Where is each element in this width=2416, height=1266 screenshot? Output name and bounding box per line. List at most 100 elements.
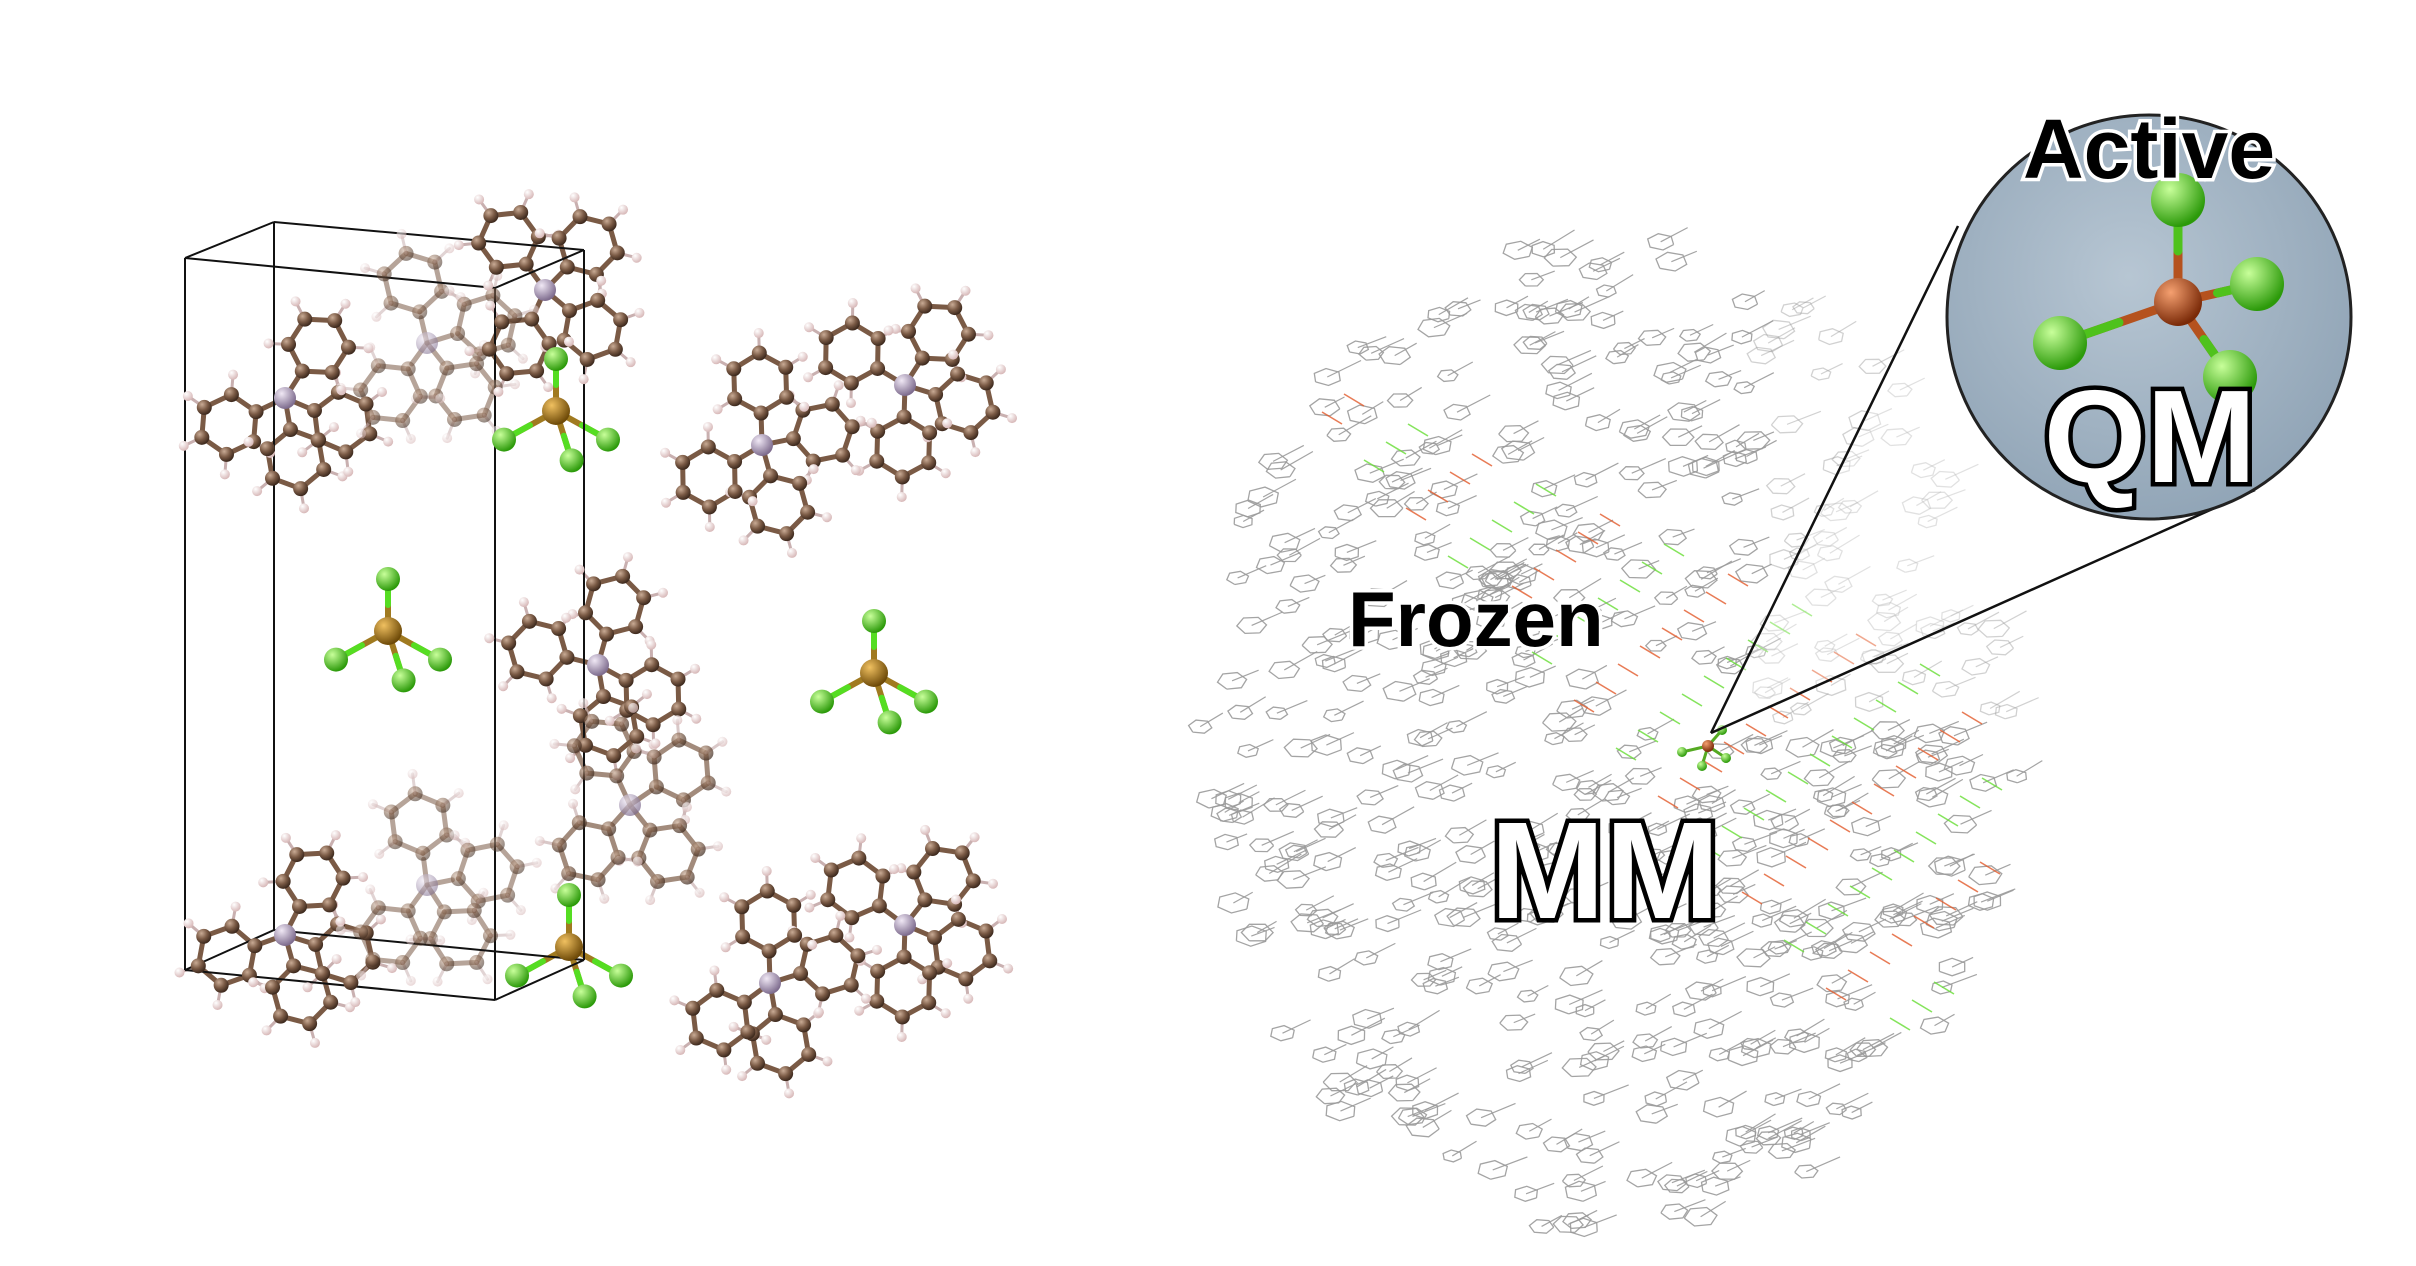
mm-bond	[1363, 620, 1389, 635]
mm-bond	[1370, 338, 1405, 354]
carbon-atom	[439, 827, 455, 843]
carbon-atom	[460, 842, 476, 858]
mm-molecule-wireframe	[1575, 1147, 1604, 1164]
hydrogen-atom	[728, 1021, 739, 1032]
carbon-atom	[779, 389, 795, 405]
mm-anion-stripe	[1703, 675, 1725, 689]
mm-molecule-wireframe	[1235, 616, 1268, 635]
carbon-atom	[698, 745, 714, 761]
carbon-atom	[376, 266, 392, 282]
mm-molecule-wireframe	[1979, 701, 2001, 716]
mm-bond	[1464, 585, 1496, 604]
carbon-atom	[843, 977, 859, 993]
mm-bond	[1858, 423, 1889, 438]
mm-bond	[1904, 905, 1939, 920]
mm-bond	[1802, 729, 1834, 748]
mm-bond	[1293, 839, 1318, 853]
mm-molecule-wireframe	[1498, 424, 1530, 443]
mm-molecule-wireframe	[1511, 652, 1536, 668]
mm-molecule-wireframe	[1913, 723, 1946, 744]
hydrogen-atom	[280, 832, 291, 843]
hydrogen-atom	[738, 535, 749, 546]
phosphorus-atom	[416, 874, 438, 896]
mm-molecule-wireframe	[1818, 328, 1844, 346]
mm-molecule-wireframe	[1745, 644, 1768, 659]
hydrogen-atom	[860, 993, 871, 1004]
mm-bond	[1837, 984, 1873, 1000]
mm-bond	[1424, 1092, 1459, 1111]
mm-bond	[1528, 300, 1549, 313]
carbon-atom	[615, 568, 631, 584]
mm-anion-stripe	[1705, 591, 1727, 605]
hydrogen-atom	[883, 325, 894, 336]
hydrogen-atom	[856, 833, 867, 844]
mm-bond	[1732, 883, 1756, 895]
mm-bond	[1885, 735, 1913, 752]
mm-molecule-wireframe	[1413, 730, 1443, 748]
mm-molecule-wireframe	[1477, 1159, 1509, 1180]
mm-bond	[1284, 527, 1316, 544]
mm-molecule-wireframe	[1794, 1164, 1819, 1179]
mm-bond	[1385, 846, 1419, 861]
mm-molecule-wireframe	[1880, 735, 1907, 753]
carbon-atom	[335, 870, 351, 886]
mm-molecule-wireframe	[1417, 317, 1451, 338]
mm-bond	[1388, 858, 1418, 873]
mm-bond	[1929, 609, 1964, 627]
mm-bond	[1492, 1156, 1528, 1171]
carbon-atom	[501, 635, 517, 651]
carbon-atom	[365, 409, 381, 425]
carbon-atom	[590, 292, 606, 308]
carbon-atom	[906, 864, 922, 880]
carbon-atom	[218, 446, 234, 462]
mm-bond	[1822, 775, 1855, 797]
mm-bond	[1743, 372, 1775, 389]
mm-molecule-wireframe	[1759, 614, 1790, 632]
carbon-atom	[551, 837, 567, 853]
mm-anion-stripe	[1807, 837, 1829, 851]
carbon-atom	[521, 613, 537, 629]
halogen-atom	[877, 710, 902, 735]
mm-molecule-wireframe	[1561, 727, 1588, 743]
carbon-atom	[450, 871, 466, 887]
hydrogen-atom	[681, 802, 692, 813]
mm-bond	[1849, 490, 1879, 508]
carbon-atom	[370, 900, 386, 916]
carbon-atom	[383, 804, 399, 820]
mm-bond	[1751, 563, 1772, 575]
mm-bond	[1781, 987, 1814, 1001]
carbon-atom	[500, 887, 516, 903]
mm-bond	[1707, 344, 1734, 356]
inset-halogen-atom	[2151, 173, 2205, 227]
mm-molecule-wireframe	[1322, 1072, 1358, 1092]
hydrogen-atom	[556, 703, 567, 714]
mm-molecule-wireframe	[1517, 820, 1545, 839]
mm-bond	[1683, 399, 1707, 413]
carbon-atom	[469, 356, 485, 372]
mm-bond	[1542, 229, 1575, 250]
mm-molecule-wireframe	[1728, 538, 1759, 556]
mm-bond	[1495, 761, 1517, 773]
mm-bond	[1850, 931, 1874, 944]
mm-molecule-wireframe	[1695, 949, 1719, 964]
mm-bond	[1584, 779, 1612, 795]
carbon-atom	[796, 1017, 812, 1033]
carbon-atom	[801, 1046, 817, 1062]
mm-bond	[1916, 491, 1942, 507]
carbon-atom	[599, 626, 615, 642]
carbon-atom	[792, 475, 808, 491]
hydrogen-atom	[761, 1034, 772, 1045]
mm-molecule-wireframe	[1418, 441, 1441, 455]
mm-molecule-wireframe	[1824, 575, 1853, 593]
mm-bond	[1932, 622, 1956, 632]
mm-bond	[1793, 898, 1826, 919]
carbon-atom	[736, 994, 752, 1010]
mm-bond	[1672, 528, 1695, 538]
mm-molecule-wireframe	[1373, 852, 1399, 868]
mm-molecule-wireframe	[1938, 957, 1966, 977]
mm-molecule-wireframe	[1444, 826, 1475, 844]
mm-molecule-wireframe	[1925, 910, 1958, 932]
mm-bond	[1888, 593, 1918, 611]
carbon-atom	[644, 657, 660, 673]
mm-molecule-wireframe	[1879, 905, 1908, 924]
